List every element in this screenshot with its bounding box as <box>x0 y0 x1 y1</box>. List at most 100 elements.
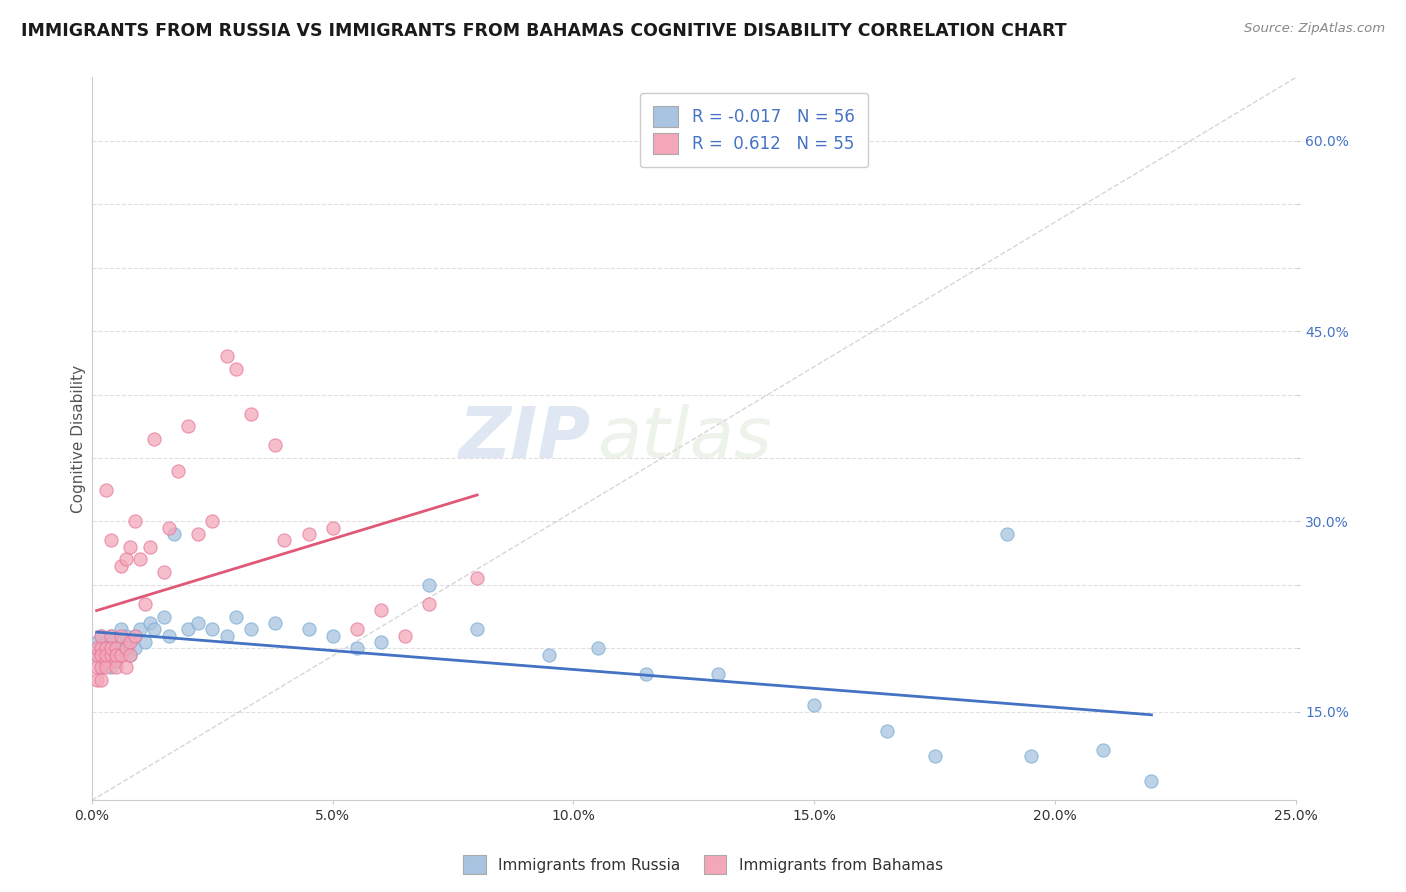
Point <box>465 572 488 586</box>
Point <box>297 622 319 636</box>
Point <box>104 641 127 656</box>
Point <box>263 615 285 630</box>
Point <box>100 641 122 656</box>
Point <box>239 407 262 421</box>
Point <box>370 603 392 617</box>
Point <box>153 609 176 624</box>
Point <box>167 464 190 478</box>
Point <box>96 648 118 662</box>
Point <box>177 622 200 636</box>
Point <box>143 622 166 636</box>
Point <box>177 419 200 434</box>
Point <box>163 527 186 541</box>
Point <box>215 350 238 364</box>
Point <box>153 565 176 579</box>
Point <box>100 533 122 548</box>
Point <box>586 641 609 656</box>
Point <box>90 673 112 687</box>
Point <box>634 666 657 681</box>
Point <box>114 552 136 566</box>
Point <box>100 635 122 649</box>
Point <box>322 629 344 643</box>
Point <box>110 629 132 643</box>
Point <box>96 641 118 656</box>
Y-axis label: Cognitive Disability: Cognitive Disability <box>72 365 86 513</box>
Point <box>120 635 142 649</box>
Point <box>104 654 127 668</box>
Point <box>120 648 142 662</box>
Point <box>96 654 118 668</box>
Point <box>110 641 132 656</box>
Text: atlas: atlas <box>598 404 772 474</box>
Point <box>924 749 946 764</box>
Point <box>120 635 142 649</box>
Point <box>157 629 180 643</box>
Point <box>187 615 209 630</box>
Point <box>90 629 112 643</box>
Point <box>1092 742 1115 756</box>
Point <box>114 641 136 656</box>
Point <box>90 660 112 674</box>
Point <box>96 635 118 649</box>
Point <box>96 654 118 668</box>
Point <box>157 521 180 535</box>
Point <box>187 527 209 541</box>
Point <box>100 629 122 643</box>
Point <box>129 552 152 566</box>
Point <box>1140 774 1163 789</box>
Point <box>370 635 392 649</box>
Point <box>90 648 112 662</box>
Point <box>138 615 160 630</box>
Point <box>90 660 112 674</box>
Point <box>86 641 108 656</box>
Point <box>124 629 146 643</box>
Point <box>86 660 108 674</box>
Point <box>120 648 142 662</box>
Point <box>124 515 146 529</box>
Point <box>225 362 247 376</box>
Point <box>263 438 285 452</box>
Point <box>86 648 108 662</box>
Point <box>114 641 136 656</box>
Point <box>114 660 136 674</box>
Point <box>803 698 825 713</box>
Point <box>418 578 440 592</box>
Point <box>110 558 132 573</box>
Point <box>100 648 122 662</box>
Point <box>297 527 319 541</box>
Point <box>134 635 156 649</box>
Point <box>322 521 344 535</box>
Point <box>129 622 152 636</box>
Point <box>86 673 108 687</box>
Point <box>201 515 224 529</box>
Text: ZIP: ZIP <box>460 404 592 474</box>
Point <box>134 597 156 611</box>
Legend: R = -0.017   N = 56, R =  0.612   N = 55: R = -0.017 N = 56, R = 0.612 N = 55 <box>640 93 868 167</box>
Point <box>225 609 247 624</box>
Point <box>104 641 127 656</box>
Point <box>104 648 127 662</box>
Point <box>100 648 122 662</box>
Point <box>104 654 127 668</box>
Point <box>86 648 108 662</box>
Point <box>394 629 416 643</box>
Point <box>707 666 730 681</box>
Point <box>120 540 142 554</box>
Point <box>346 622 368 636</box>
Legend: Immigrants from Russia, Immigrants from Bahamas: Immigrants from Russia, Immigrants from … <box>457 849 949 880</box>
Point <box>90 641 112 656</box>
Point <box>96 648 118 662</box>
Point <box>465 622 488 636</box>
Text: IMMIGRANTS FROM RUSSIA VS IMMIGRANTS FROM BAHAMAS COGNITIVE DISABILITY CORRELATI: IMMIGRANTS FROM RUSSIA VS IMMIGRANTS FRO… <box>21 22 1067 40</box>
Point <box>96 641 118 656</box>
Point <box>104 660 127 674</box>
Point <box>346 641 368 656</box>
Point <box>876 723 898 738</box>
Point <box>215 629 238 643</box>
Point <box>90 641 112 656</box>
Point <box>1019 749 1042 764</box>
Point <box>96 483 118 497</box>
Point <box>114 629 136 643</box>
Point <box>96 660 118 674</box>
Point <box>201 622 224 636</box>
